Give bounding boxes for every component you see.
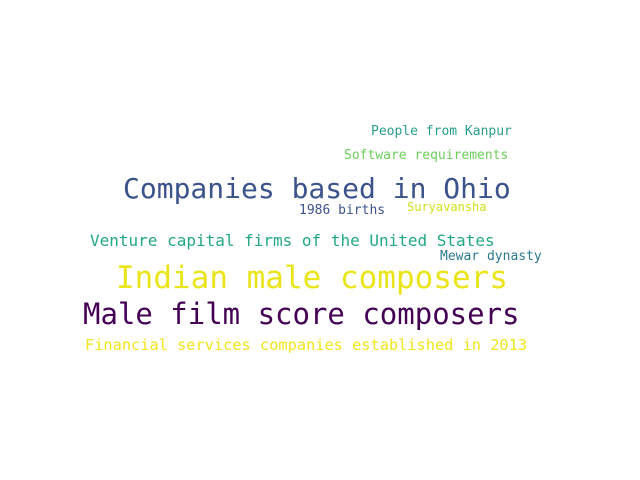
- word-suryavansha: Suryavansha: [407, 200, 487, 214]
- word-male-film-score-composers: Male film score composers: [83, 297, 520, 331]
- word-companies-based-in-ohio: Companies based in Ohio: [123, 172, 511, 205]
- word-financial-services-companies: Financial services companies established…: [85, 336, 528, 354]
- word-1986-births: 1986 births: [299, 203, 386, 218]
- word-people-from-kanpur: People from Kanpur: [371, 124, 512, 139]
- word-venture-capital-firms: Venture capital firms of the United Stat…: [90, 231, 495, 250]
- word-mewar-dynasty: Mewar dynasty: [440, 249, 542, 264]
- word-software-requirements: Software requirements: [344, 148, 509, 163]
- word-indian-male-composers: Indian male composers: [116, 260, 508, 296]
